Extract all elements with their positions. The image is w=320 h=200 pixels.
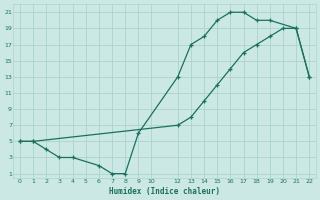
X-axis label: Humidex (Indice chaleur): Humidex (Indice chaleur) xyxy=(109,187,220,196)
